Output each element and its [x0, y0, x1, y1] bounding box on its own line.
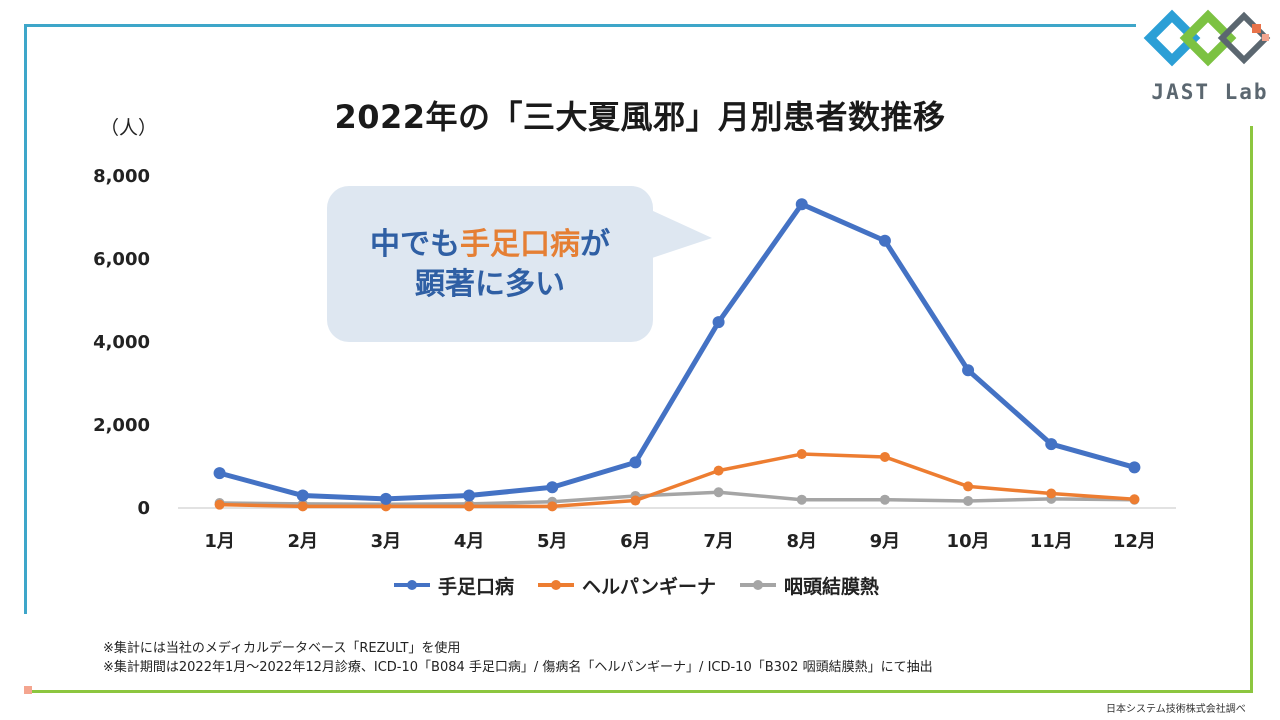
data-point: [546, 481, 559, 494]
y-axis-unit: （人）: [100, 117, 158, 139]
frame-right-line: [1250, 126, 1253, 692]
data-point: [1128, 461, 1141, 474]
data-point: [379, 492, 392, 505]
data-point: [963, 481, 974, 492]
y-tick-label: 8,000: [93, 166, 150, 187]
callout-text-pre: 中でも: [370, 227, 460, 262]
data-point: [713, 465, 724, 476]
frame-left-line: [24, 24, 27, 614]
x-tick-label: 7月: [703, 531, 734, 552]
legend-swatch-gray: [739, 580, 776, 590]
x-tick-label: 5月: [537, 531, 568, 552]
data-point: [1046, 488, 1057, 499]
data-point: [629, 456, 642, 469]
legend-item-hfmd: 手足口病: [392, 572, 514, 599]
x-tick-label: 8月: [786, 531, 817, 552]
data-point: [879, 451, 890, 462]
legend-swatch-blue: [394, 580, 430, 590]
callout-line-2: 顕著に多い: [415, 267, 565, 302]
data-point: [1129, 494, 1140, 505]
legend-label-herpangina: ヘルパンギーナ: [582, 575, 716, 598]
chart-legend: 手足口病 ヘルパンギーナ 咽頭結膜熱: [392, 572, 879, 598]
data-point: [796, 449, 807, 460]
legend-label-pcf: 咽頭結膜熱: [783, 575, 879, 598]
chart-title: 2022年の「三大夏風邪」月別患者数推移: [334, 98, 946, 136]
series-1: [214, 449, 1140, 512]
x-tick-label: 4月: [454, 531, 485, 552]
data-point: [464, 501, 475, 512]
x-tick-label: 11月: [1030, 531, 1073, 552]
callout-text-post: が: [580, 227, 610, 262]
data-point: [1045, 438, 1058, 451]
callout-highlight: 手足口病: [460, 227, 580, 262]
y-tick-label: 2,000: [93, 415, 150, 436]
x-tick-label: 6月: [620, 531, 651, 552]
frame-top-line: [24, 24, 1136, 27]
y-tick-label: 4,000: [93, 332, 150, 353]
data-point: [962, 364, 975, 377]
x-tick-label: 2月: [287, 531, 318, 552]
frame-bottom-line: [30, 690, 1253, 693]
x-tick-label: 9月: [870, 531, 901, 552]
speech-bubble: [327, 186, 712, 342]
logo-text: JAST Lab: [1151, 80, 1269, 104]
data-point: [879, 494, 890, 505]
corner-dot: [24, 686, 32, 694]
x-tick-label: 10月: [947, 531, 990, 552]
data-point: [296, 489, 309, 502]
data-point: [712, 316, 725, 329]
data-point: [878, 234, 891, 247]
legend-item-herpangina: ヘルパンギーナ: [536, 572, 716, 599]
x-tick-label: 3月: [371, 531, 402, 552]
series-line: [219, 490, 1135, 507]
data-point: [713, 487, 724, 498]
data-point: [547, 501, 558, 512]
x-tick-label: 12月: [1113, 531, 1156, 552]
legend-swatch-orange: [538, 580, 575, 590]
series-0: [213, 198, 1141, 505]
data-point: [796, 494, 807, 505]
footnote-2: ※集計期間は2022年1月〜2022年12月診療、ICD-10「B084 手足口…: [103, 660, 933, 675]
series-line: [219, 452, 1135, 509]
legend-label-hfmd: 手足口病: [438, 575, 515, 598]
data-point: [214, 499, 225, 510]
jast-lab-logo: [1143, 9, 1271, 67]
data-point: [213, 467, 226, 480]
data-point: [963, 495, 974, 506]
data-point: [630, 495, 641, 506]
source-credit: 日本システム技術株式会社調べ: [1106, 704, 1246, 715]
footnote-1: ※集計には当社のメディカルデータベース「REZULT」を使用: [103, 641, 461, 656]
series-line: [218, 201, 1136, 502]
callout-line-1: 中でも手足口病が: [330, 225, 650, 265]
legend-item-pcf: 咽頭結膜熱: [738, 572, 879, 599]
data-point: [795, 198, 808, 211]
data-point: [297, 501, 308, 512]
y-tick-label: 0: [137, 498, 150, 519]
x-tick-label: 1月: [204, 531, 235, 552]
y-tick-label: 6,000: [93, 249, 150, 270]
data-point: [463, 489, 476, 502]
